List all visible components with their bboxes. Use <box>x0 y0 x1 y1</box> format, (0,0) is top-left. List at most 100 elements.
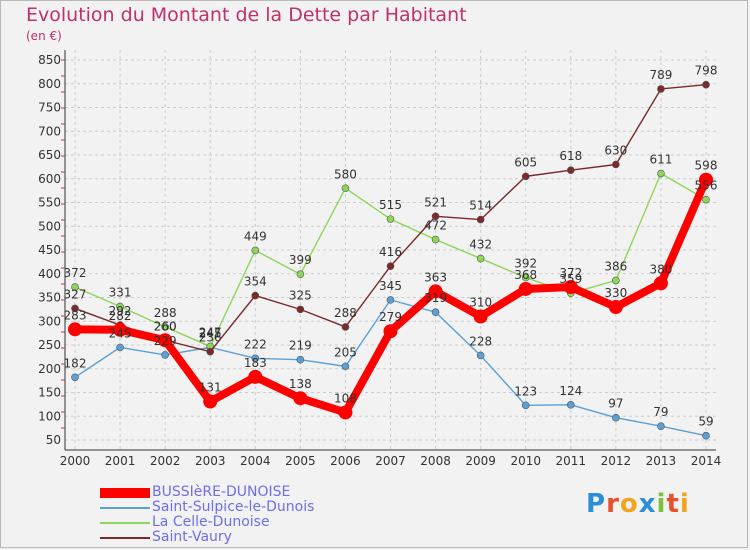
data-point <box>521 172 530 181</box>
series-saint-vaury <box>71 80 710 356</box>
value-labels: 372 331 288 247 449 399 580 515 472 432 392 359 386 6… <box>64 153 718 340</box>
data-point <box>612 276 620 285</box>
data-label: 372 <box>64 266 87 280</box>
data-label: 245 <box>109 326 132 340</box>
data-label: 618 <box>559 149 582 163</box>
data-point <box>161 323 169 331</box>
data-label: 319 <box>424 291 447 305</box>
data-label: 363 <box>424 270 447 284</box>
x-tick-label: 2000 <box>60 454 91 468</box>
data-point <box>116 343 124 352</box>
data-point <box>518 281 533 296</box>
logo-letter: x <box>638 489 657 519</box>
legend-swatch <box>100 488 150 498</box>
data-point <box>341 184 350 193</box>
data-label: 260 <box>154 319 177 333</box>
data-label: 124 <box>559 384 582 398</box>
data-point <box>428 284 443 299</box>
data-label: 372 <box>559 266 582 280</box>
data-label: 108 <box>334 391 357 405</box>
data-point <box>699 172 713 187</box>
data-label: 325 <box>289 288 312 302</box>
x-tick-label: 2005 <box>285 454 316 468</box>
x-tick-label: 2001 <box>105 454 136 468</box>
legend-label: Saint-Vaury <box>152 529 232 545</box>
data-point <box>386 262 395 270</box>
y-tick-label: 200 <box>38 362 61 376</box>
data-label: 515 <box>379 198 402 212</box>
data-point <box>251 291 260 300</box>
data-point <box>113 322 128 337</box>
data-point <box>521 401 530 410</box>
y-tick-label: 250 <box>38 338 61 352</box>
legend-label: BUSSIèRE-DUNOISE <box>152 484 291 500</box>
y-tick-label: 700 <box>38 124 61 138</box>
x-tick-label: 2014 <box>691 454 722 468</box>
data-point <box>612 160 620 169</box>
y-tick-label: 800 <box>38 77 61 91</box>
legend-label: Saint-Sulpice-le-Dunois <box>152 499 315 515</box>
data-point <box>338 405 353 420</box>
series-la-celle-dunoise <box>71 169 710 351</box>
data-point <box>116 302 124 311</box>
data-point <box>203 394 218 409</box>
data-label: 282 <box>109 309 132 323</box>
data-point <box>383 324 398 339</box>
y-tick-label: 350 <box>38 291 61 305</box>
data-point <box>702 431 710 440</box>
data-point <box>563 280 578 295</box>
data-point <box>71 283 79 291</box>
data-point <box>702 195 710 204</box>
data-point <box>248 369 263 384</box>
data-point <box>657 85 665 93</box>
data-label: 798 <box>695 64 718 78</box>
x-tick-label: 2003 <box>195 454 226 468</box>
y-tick-label: 400 <box>38 267 61 281</box>
data-point <box>251 354 260 363</box>
data-point <box>476 254 485 263</box>
data-point <box>251 246 260 255</box>
data-label: 521 <box>424 195 447 209</box>
data-label: 580 <box>334 167 357 181</box>
data-label: 432 <box>469 238 492 252</box>
legend-swatch <box>100 507 150 509</box>
x-tick-label: 2011 <box>556 454 587 468</box>
data-label: 228 <box>469 334 492 348</box>
data-point <box>431 235 440 244</box>
logo-letter: o <box>619 489 639 519</box>
data-label: 345 <box>379 279 402 293</box>
data-point <box>296 270 305 279</box>
chart-title: Evolution du Montant de la Dette par Hab… <box>26 4 467 26</box>
logo-letter: t <box>666 489 680 519</box>
data-label: 331 <box>109 286 132 300</box>
data-label: 183 <box>244 356 267 370</box>
data-label: 386 <box>604 259 627 273</box>
data-point <box>71 304 79 313</box>
logo-letter: i <box>656 489 667 519</box>
y-tick-label: 100 <box>38 409 61 423</box>
data-point <box>158 333 173 348</box>
x-tick-label: 2009 <box>465 454 496 468</box>
x-tick-label: 2006 <box>330 454 361 468</box>
data-label: 514 <box>469 199 492 213</box>
data-label: 310 <box>469 296 492 310</box>
data-label: 205 <box>334 345 357 359</box>
data-label: 399 <box>289 253 312 267</box>
data-point <box>566 401 575 409</box>
data-point <box>476 215 485 224</box>
data-label: 247 <box>199 325 222 339</box>
data-point <box>612 413 620 422</box>
data-point <box>71 373 79 382</box>
y-tick-label: 750 <box>38 101 61 115</box>
y-tick-label: 450 <box>38 243 61 257</box>
data-label: 222 <box>244 337 267 351</box>
data-label: 605 <box>514 155 537 169</box>
gridlines: 50 100 150 200 250 300 350 400 450 500 550 600 650 70… <box>38 50 721 468</box>
data-label: 288 <box>154 306 177 320</box>
legend-label: La Celle-Dunoise <box>152 514 270 530</box>
chart-subtitle: (en €) <box>26 29 62 43</box>
data-label: 380 <box>649 262 672 276</box>
data-point <box>341 323 350 331</box>
x-tick-label: 2013 <box>646 454 677 468</box>
